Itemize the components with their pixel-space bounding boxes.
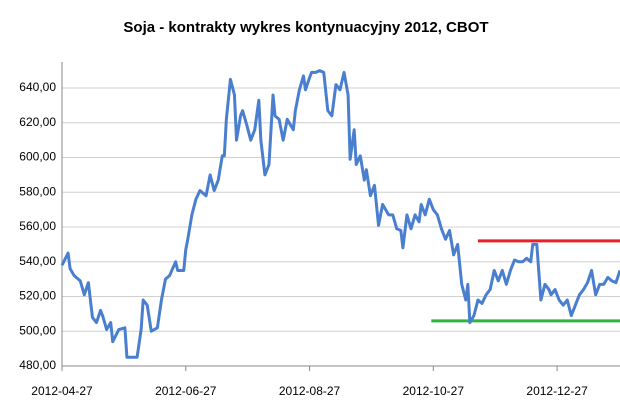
y-tick-label: 520,00 [19, 289, 56, 303]
x-tick-label: 2012-04-27 [31, 384, 93, 398]
y-tick-label: 500,00 [19, 323, 56, 337]
y-tick-label: 620,00 [19, 115, 56, 129]
y-tick-label: 640,00 [19, 80, 56, 94]
y-tick-label: 580,00 [19, 184, 56, 198]
series-line [60, 69, 620, 359]
chart-title: Soja - kontrakty wykres kontynuacyjny 20… [123, 19, 488, 36]
x-tick-label: 2012-08-27 [279, 384, 341, 398]
y-tick-label: 540,00 [19, 254, 56, 268]
x-tick-label: 2012-10-27 [403, 384, 465, 398]
x-tick-label: 2012-06-27 [155, 384, 217, 398]
x-tick-label: 2012-12-27 [526, 384, 588, 398]
y-tick-label: 480,00 [19, 358, 56, 372]
y-tick-label: 600,00 [19, 150, 56, 164]
y-tick-label: 560,00 [19, 219, 56, 233]
